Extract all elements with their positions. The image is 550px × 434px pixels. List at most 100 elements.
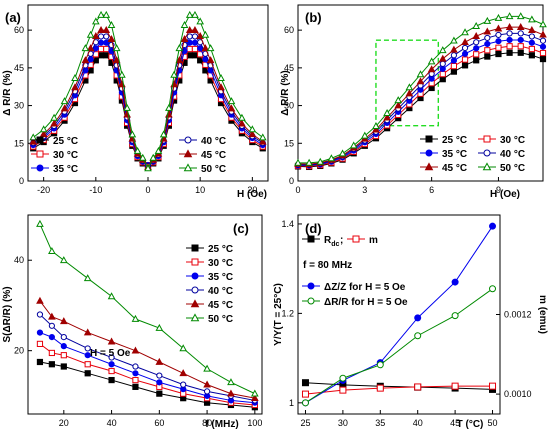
data-point — [517, 30, 524, 37]
data-point — [376, 384, 384, 392]
x-tick-label: 9 — [496, 185, 501, 195]
data-point — [48, 361, 55, 368]
y-tick-label: 45 — [14, 63, 24, 73]
data-point — [372, 125, 380, 133]
data-point — [416, 77, 425, 85]
data-point — [528, 39, 535, 46]
legend-label: 50 °C — [208, 314, 233, 325]
legend-label: 25 °C — [208, 244, 233, 255]
legend-separator: ; — [340, 235, 343, 246]
data-point — [103, 45, 110, 53]
data-point — [48, 247, 56, 255]
data-point — [489, 285, 497, 293]
y2-tick-label: 0.0010 — [504, 389, 532, 399]
legend-label: 30 °C — [500, 135, 525, 146]
chart-panel-1: -20 -10 0 10 20 0 15 30 45 60 H (Oe) Δ R/R (%) (a) 25… — [2, 4, 269, 200]
data-point — [97, 39, 105, 46]
x-axis-label: f (MHz) — [205, 419, 238, 430]
data-point — [60, 352, 67, 359]
data-point — [338, 149, 347, 157]
data-point — [103, 52, 110, 59]
data-point — [450, 52, 458, 59]
panel-label: (c) — [233, 221, 249, 236]
legend-marker — [482, 162, 492, 171]
data-point — [50, 119, 58, 127]
data-point — [301, 399, 309, 407]
legend-marker — [483, 149, 491, 157]
data-point — [414, 383, 422, 391]
legend-label: 40 °C — [208, 286, 233, 297]
data-point — [48, 349, 55, 357]
x-tick-label: 0 — [145, 185, 150, 195]
data-point — [191, 10, 199, 18]
data-point — [217, 74, 225, 82]
data-point — [528, 15, 536, 23]
panel-label: (d) — [305, 221, 322, 236]
y-tick-label: 1 — [289, 398, 294, 408]
legend-label: 40 °C — [201, 136, 226, 147]
data-point — [450, 62, 458, 70]
data-point — [427, 65, 436, 73]
x-tick-label: 40 — [107, 418, 117, 428]
data-point — [376, 361, 384, 369]
data-point — [227, 104, 236, 112]
data-point — [144, 164, 152, 172]
legend-label: ΔR/R for H = 5 Oe — [324, 297, 408, 308]
data-point — [107, 292, 116, 300]
legend-marker — [425, 149, 433, 157]
data-point — [461, 50, 469, 57]
x-axis-label: H (Oe) — [237, 189, 267, 200]
data-point — [203, 380, 211, 388]
legend-label: 50 °C — [201, 164, 226, 175]
data-point — [149, 153, 158, 161]
legend-marker — [352, 235, 360, 243]
legend-label: 35 °C — [442, 149, 467, 160]
legend-label: 50 °C — [500, 163, 525, 174]
data-point — [473, 39, 480, 46]
series-line-3 — [298, 39, 544, 166]
data-point — [505, 12, 514, 20]
series-line-4 — [305, 288, 493, 404]
x-tick-label: 100 — [247, 418, 262, 428]
legend-label: 40 °C — [500, 149, 525, 160]
data-point — [108, 354, 115, 361]
data-point — [539, 43, 547, 50]
data-point — [489, 382, 497, 390]
data-point — [473, 45, 480, 52]
data-point — [494, 13, 503, 21]
data-point — [186, 45, 193, 53]
data-point — [316, 157, 325, 165]
data-point — [97, 10, 105, 18]
data-point — [83, 274, 92, 282]
y-tick-label: 60 — [14, 25, 24, 35]
data-point — [483, 27, 492, 35]
x-axis-label: T (°C) — [457, 419, 484, 430]
data-point — [439, 76, 446, 83]
data-point — [180, 381, 187, 388]
data-point — [39, 130, 48, 138]
legend-marker — [184, 136, 192, 144]
legend-marker — [191, 258, 199, 266]
data-point — [439, 71, 446, 78]
data-point — [132, 383, 139, 390]
data-point — [196, 32, 205, 40]
y-tick-label: 30 — [284, 101, 294, 111]
legend-label: 30 °C — [53, 150, 78, 161]
data-point — [372, 122, 380, 130]
y-tick-label: 1.2 — [281, 308, 294, 318]
data-point — [405, 89, 414, 97]
y-tick-label: 15 — [14, 138, 24, 148]
data-point — [91, 32, 100, 40]
data-point — [36, 311, 44, 318]
data-point — [439, 65, 446, 72]
data-point — [539, 30, 547, 38]
data-point — [416, 70, 425, 78]
data-point — [506, 49, 513, 56]
legend-label: ΔZ/Z for H = 5 Oe — [324, 282, 406, 293]
data-point — [191, 45, 199, 53]
data-point — [516, 22, 525, 30]
data-point — [516, 12, 525, 20]
data-point — [48, 334, 55, 341]
y-tick-label: 20 — [14, 346, 24, 356]
data-point — [451, 278, 459, 286]
